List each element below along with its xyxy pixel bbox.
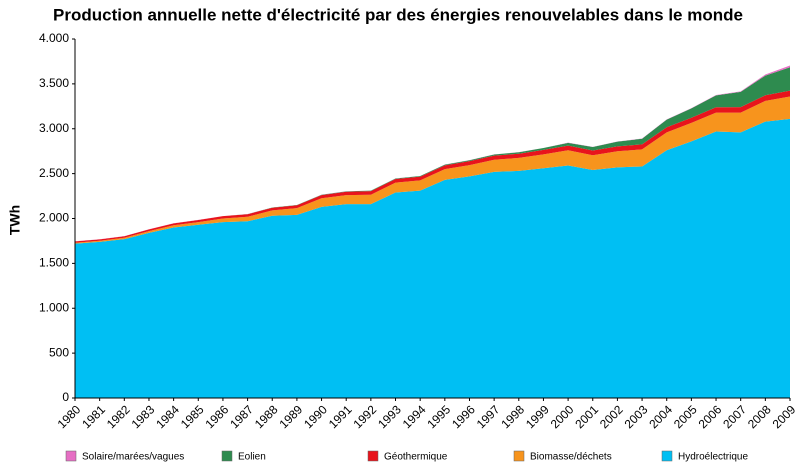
x-tick-label: 2004: [646, 402, 675, 431]
legend-swatch: [661, 450, 673, 462]
legend-label: Biomasse/déchets: [530, 452, 612, 463]
x-tick-label: 1987: [227, 402, 256, 431]
chart-title: Production annuelle nette d'électricité …: [53, 5, 743, 24]
x-tick-label: 1981: [79, 402, 108, 431]
legend-swatch: [65, 450, 77, 462]
y-tick-label: 0: [62, 390, 69, 404]
y-axis-label: TWh: [7, 205, 23, 235]
y-tick-label: 4.000: [39, 31, 69, 45]
y-tick-label: 2.000: [39, 211, 69, 225]
x-tick-label: 2006: [696, 402, 725, 431]
x-tick-label: 1997: [474, 402, 503, 431]
x-tick-label: 1980: [55, 402, 84, 431]
y-tick-label: 500: [49, 345, 69, 359]
x-tick-label: 1996: [449, 402, 478, 431]
x-tick-label: 2002: [597, 402, 626, 431]
x-tick-label: 1983: [129, 402, 158, 431]
x-tick-label: 1994: [400, 402, 429, 431]
area: [75, 118, 790, 398]
legend-swatch: [221, 450, 233, 462]
x-tick-label: 2001: [572, 402, 601, 431]
x-tick-label: 1989: [276, 402, 305, 431]
legend-label: Géothermique: [384, 452, 448, 463]
x-tick-label: 1990: [301, 402, 330, 431]
y-tick-label: 3.000: [39, 121, 69, 135]
legend-label: Hydroélectrique: [678, 452, 748, 463]
x-tick-label: 2005: [671, 402, 700, 431]
x-tick-label: 2009: [770, 402, 799, 431]
legend-label: Solaire/marées/vagues: [82, 452, 184, 463]
legend-swatch: [367, 450, 379, 462]
x-tick-label: 1988: [252, 402, 281, 431]
x-tick-label: 2003: [622, 402, 651, 431]
legend-swatch: [513, 450, 525, 462]
x-tick-label: 2000: [548, 402, 577, 431]
y-tick-label: 1.000: [39, 300, 69, 314]
x-tick-label: 1993: [375, 402, 404, 431]
x-tick-label: 1985: [178, 402, 207, 431]
x-tick-label: 1982: [104, 402, 133, 431]
y-tick-label: 3.500: [39, 76, 69, 90]
legend-label: Eolien: [238, 452, 266, 463]
x-tick-label: 2007: [720, 402, 749, 431]
x-tick-label: 1991: [326, 402, 355, 431]
x-tick-label: 1984: [153, 402, 182, 431]
y-tick-label: 1.500: [39, 256, 69, 270]
y-tick-label: 2.500: [39, 166, 69, 180]
x-tick-label: 1999: [523, 402, 552, 431]
x-tick-label: 1986: [203, 402, 232, 431]
x-tick-label: 1992: [350, 402, 379, 431]
x-tick-label: 1995: [424, 402, 453, 431]
x-tick-label: 2008: [745, 402, 774, 431]
x-tick-label: 1998: [498, 402, 527, 431]
